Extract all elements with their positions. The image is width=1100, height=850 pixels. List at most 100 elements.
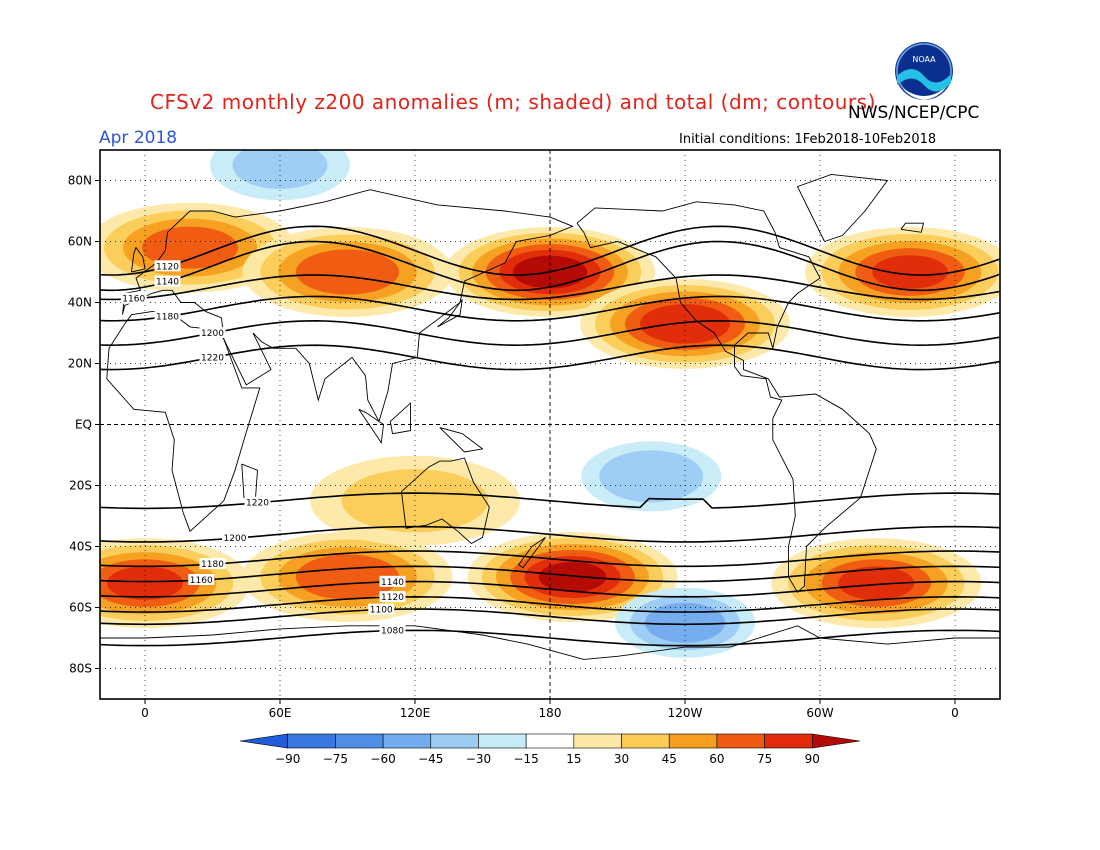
colorbar-label: −30 xyxy=(466,752,491,766)
coastline xyxy=(106,311,261,533)
colorbar-label: −90 xyxy=(275,752,300,766)
agency-label: NWS/NCEP/CPC xyxy=(848,103,980,123)
longitude-tick-label: 0 xyxy=(141,706,149,720)
latitude-tick-label: 80N xyxy=(68,174,92,188)
contour-label: 1080 xyxy=(381,627,404,637)
contour-label-bg xyxy=(154,260,181,272)
contour-line xyxy=(100,225,1000,276)
colorbar-swatch xyxy=(525,733,575,749)
anomaly-region xyxy=(142,226,238,269)
latitude-tick-label: 20S xyxy=(69,479,92,493)
anomaly-region xyxy=(295,554,400,600)
latitude-axis: 80N 60N 40N 20N EQ 20S 40S 60S 80S xyxy=(68,174,100,676)
colorbar-swatch xyxy=(239,733,288,749)
coastline xyxy=(100,625,1000,660)
anomaly-region xyxy=(599,450,704,503)
colorbar-swatch xyxy=(812,733,861,749)
contour-label: 1140 xyxy=(381,578,404,588)
contour-line xyxy=(100,608,1000,626)
colorbar-swatch xyxy=(287,733,336,749)
contour-line xyxy=(100,550,1000,568)
colorbar-label: 75 xyxy=(757,752,772,766)
colorbar-swatch xyxy=(716,733,765,749)
contour-line xyxy=(100,580,1000,598)
colorbar-swatch xyxy=(430,733,479,749)
longitude-tick-label: 180 xyxy=(539,706,562,720)
latitude-tick-label: 60S xyxy=(69,601,92,615)
colorbar-swatch xyxy=(335,733,384,749)
contour-label: 1160 xyxy=(190,576,213,586)
contour-line xyxy=(100,595,1000,613)
forecast-month: Apr 2018 xyxy=(99,128,178,148)
colorbar-label: 15 xyxy=(566,752,581,766)
coastline xyxy=(900,222,925,233)
colorbar-swatch xyxy=(382,733,432,749)
coastline xyxy=(131,246,146,273)
coastline xyxy=(796,173,889,242)
anomaly-region xyxy=(107,566,183,600)
contour-line xyxy=(100,319,1000,347)
coastline xyxy=(518,537,546,569)
contour-label-bg xyxy=(368,603,395,615)
contour-line xyxy=(100,565,1000,583)
latitude-tick-label: 40S xyxy=(69,540,92,554)
contour-label: 1160 xyxy=(122,295,145,305)
longitude-tick-label: 0 xyxy=(951,706,959,720)
contour-label-bg xyxy=(199,558,226,570)
latitude-tick-label: 60N xyxy=(68,235,92,249)
contour-label-bg xyxy=(199,351,226,363)
contour-label: 1140 xyxy=(156,278,179,288)
contour-label: 1120 xyxy=(381,593,404,603)
anomaly-region xyxy=(645,602,725,643)
contour-line xyxy=(100,240,1000,292)
coastline xyxy=(389,402,411,435)
colorbar-swatch xyxy=(573,733,622,749)
contour-label-bg xyxy=(244,496,271,508)
anomaly-region xyxy=(838,566,915,600)
latitude-tick-label: EQ xyxy=(75,418,92,432)
coastline xyxy=(437,299,463,328)
anomaly-region xyxy=(640,304,730,344)
latitude-tick-label: 40N xyxy=(68,296,92,310)
contour-label: 1180 xyxy=(156,312,179,322)
anomaly-region xyxy=(538,562,607,592)
contour-label-bg xyxy=(379,575,406,587)
longitude-tick-label: 120E xyxy=(400,706,431,720)
colorbar-label: 30 xyxy=(614,752,629,766)
longitude-tick-label: 120W xyxy=(668,706,703,720)
coastline xyxy=(122,189,574,423)
contour-line xyxy=(100,629,1000,647)
colorbar-label: 45 xyxy=(662,752,677,766)
contour-line xyxy=(100,295,1000,322)
contour-label: 1220 xyxy=(246,499,269,509)
colorbar-label: −60 xyxy=(370,752,395,766)
chart-title: CFSv2 monthly z200 anomalies (m; shaded)… xyxy=(150,90,876,114)
colorbar-label: −15 xyxy=(513,752,538,766)
colorbar-label: −45 xyxy=(418,752,443,766)
contour-line xyxy=(100,344,1000,371)
anomaly-region xyxy=(872,255,948,289)
contour-label: 1220 xyxy=(201,353,224,363)
contour-line xyxy=(100,274,1000,301)
latitude-tick-label: 80S xyxy=(69,662,92,676)
noaa-logo: NOAA xyxy=(895,42,953,100)
contour-label-bg xyxy=(379,591,406,603)
noaa-logo-text: NOAA xyxy=(912,55,936,64)
coastline xyxy=(439,427,484,453)
colorbar-swatch xyxy=(478,733,527,749)
contour-label-bg xyxy=(188,573,215,585)
contour-label-bg xyxy=(120,292,147,304)
colorbar-label: 90 xyxy=(805,752,820,766)
anomaly-region xyxy=(232,150,328,189)
contour-label: 1200 xyxy=(224,534,247,544)
longitude-tick-label: 60W xyxy=(806,706,833,720)
longitude-tick-label: 60E xyxy=(269,706,292,720)
anomaly-shading xyxy=(100,150,1000,658)
initial-conditions: Initial conditions: 1Feb2018-10Feb2018 xyxy=(679,132,937,147)
colorbar-label: −75 xyxy=(323,752,348,766)
contour-label-bg xyxy=(379,624,406,636)
colorbar-swatch xyxy=(668,733,718,749)
contour-label-bg xyxy=(154,275,181,287)
longitude-axis: 0 60E 120E 180 120W 60W 0 xyxy=(141,699,959,720)
